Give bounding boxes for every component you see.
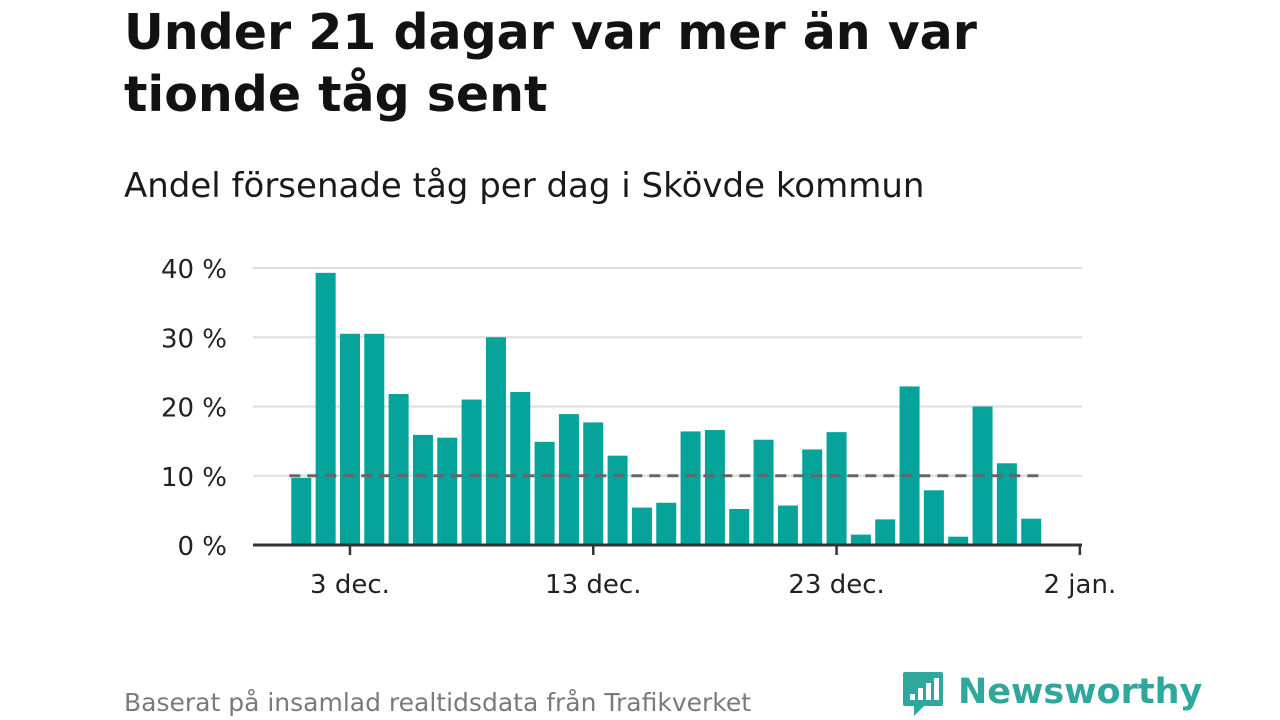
bar [291,477,312,545]
chart-title: Under 21 dagar var mer än var tionde tåg… [124,4,977,123]
tick-labels: 0 % 10 % 20 % 30 % 40 % 3 dec. 13 dec. 23 dec. 2… [161,255,1116,600]
y-tick-label: 0 % [177,532,227,562]
chart-subtitle: Andel försenade tåg per dag i Skövde kom… [124,166,925,206]
x-tick-label: 3 dec. [310,570,390,600]
bar [558,414,579,545]
bar [461,399,482,545]
x-tick-label: 23 dec. [788,570,884,600]
bar [583,422,604,545]
bar [364,333,385,545]
bar [656,502,677,545]
bar [680,431,701,545]
x-tick-label: 2 jan. [1044,570,1117,600]
x-tick-label: 13 dec. [545,570,641,600]
bar [802,449,823,545]
source-note: Baserat på insamlad realtidsdata från Tr… [124,688,752,717]
bar [729,508,750,545]
bar [315,272,336,545]
x-axis [253,543,1082,555]
bar [437,437,458,545]
bar [704,430,725,545]
bar [339,333,360,545]
bar [777,505,798,545]
bar [850,534,871,545]
bar [412,434,433,545]
y-tick-label: 20 % [161,394,227,424]
y-tick-label: 30 % [161,324,227,354]
bar [826,432,847,545]
bar [753,439,774,545]
bar [875,519,896,545]
y-tick-label: 10 % [161,463,227,493]
bar [996,463,1017,545]
bar [607,455,628,545]
bar [510,391,531,545]
bar [485,337,506,545]
bar [534,441,555,545]
bar [899,386,920,545]
bar [923,490,944,545]
brand-name: Newsworthy [958,672,1203,712]
bar [388,394,409,545]
y-tick-label: 40 % [161,255,227,285]
bar [1021,518,1042,545]
newsworthy-logo-icon [903,672,943,716]
bar [948,536,969,545]
bars [291,272,1042,545]
bar [631,507,652,545]
